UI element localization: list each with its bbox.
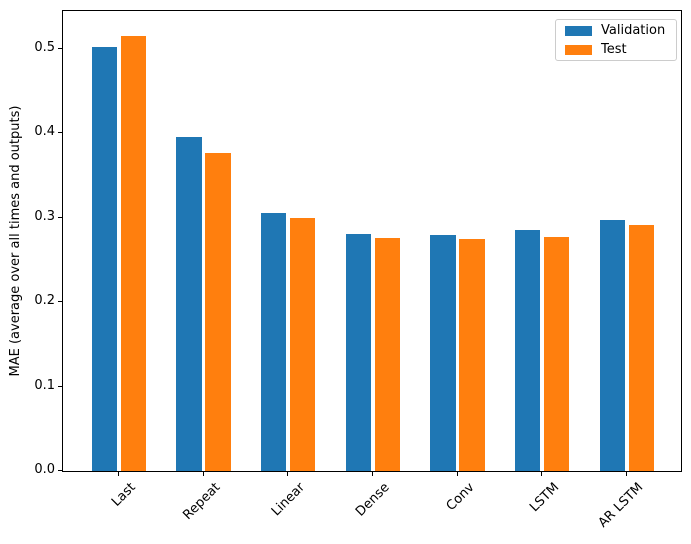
legend: Validation Test: [555, 19, 677, 61]
bar-test-conv: [459, 238, 485, 471]
bar-test-ar-lstm: [628, 224, 654, 471]
x-tick-linear: [287, 472, 289, 476]
x-tick-label-lstm: LSTM: [526, 480, 562, 516]
plot-area: [62, 10, 682, 472]
y-axis-label: MAE (average over all times and outputs): [8, 105, 23, 377]
bar-validation-dense: [345, 233, 372, 471]
y-tick-0.0: [58, 470, 62, 471]
legend-item-test: Test: [556, 41, 676, 58]
legend-label-validation: Validation: [601, 22, 666, 38]
bar-validation-lstm: [515, 229, 541, 471]
x-tick-label-last: Last: [108, 480, 139, 510]
y-tick-0.5: [58, 48, 62, 49]
x-tick-label-repeat: Repeat: [180, 480, 224, 523]
bar-validation-ar-lstm: [599, 219, 626, 471]
legend-swatch-test-icon: [565, 44, 592, 55]
y-tick-0.2: [58, 301, 62, 303]
y-tick-label-0.5: 0.5: [34, 40, 55, 55]
legend-label-test: Test: [601, 41, 627, 57]
x-tick-label-ar-lstm: AR LSTM: [595, 480, 647, 531]
bar-test-dense: [374, 238, 400, 471]
x-tick-conv: [456, 472, 458, 476]
x-tick-label-linear: Linear: [268, 480, 308, 520]
bar-test-lstm: [543, 237, 570, 471]
y-tick-0.1: [58, 385, 62, 387]
x-tick-lstm: [541, 472, 543, 476]
bar-validation-linear: [261, 212, 287, 471]
bar-test-last: [120, 36, 146, 471]
y-tick-label-0.2: 0.2: [34, 293, 55, 309]
x-tick-last: [117, 472, 119, 476]
legend-item-validation: Validation: [556, 22, 676, 39]
y-tick-label-0.3: 0.3: [34, 208, 55, 224]
bar-test-repeat: [205, 152, 231, 471]
x-tick-dense: [371, 472, 373, 476]
bar-validation-repeat: [176, 136, 202, 471]
x-tick-ar-lstm: [625, 472, 627, 476]
x-tick-label-dense: Dense: [352, 480, 393, 520]
legend-swatch-validation-icon: [565, 25, 592, 36]
bar-validation-conv: [430, 234, 456, 471]
x-tick-repeat: [202, 472, 204, 476]
y-tick-0.3: [58, 216, 62, 218]
y-tick-label-0.1: 0.1: [34, 377, 55, 393]
x-tick-label-conv: Conv: [443, 480, 478, 514]
y-tick-0.4: [58, 132, 62, 134]
y-tick-label-0.0: 0.0: [34, 462, 55, 477]
bar-test-linear: [289, 217, 316, 471]
bar-validation-last: [91, 47, 118, 471]
y-tick-label-0.4: 0.4: [34, 124, 55, 140]
